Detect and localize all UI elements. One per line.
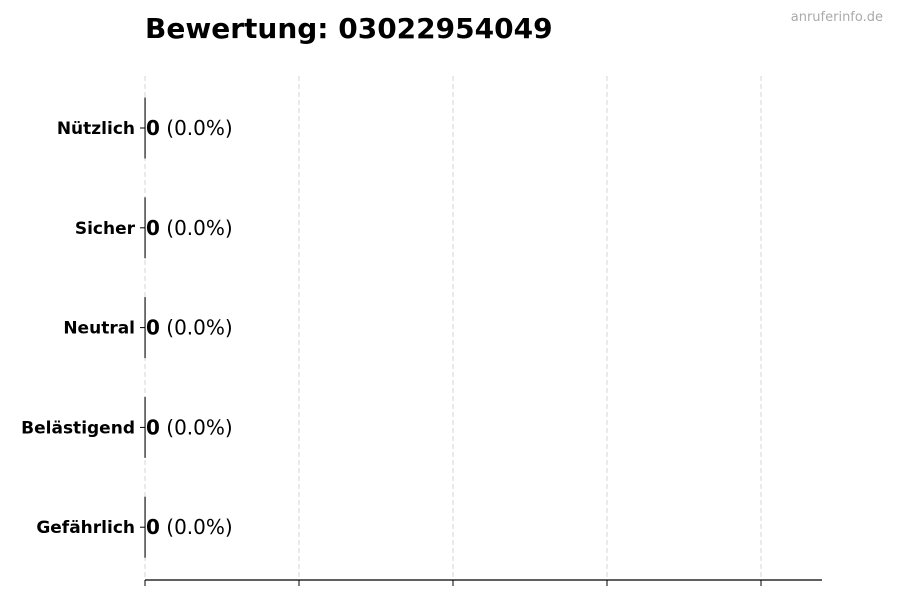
y-tick-label: Neutral — [63, 319, 135, 339]
y-tick-label: Gefährlich — [36, 518, 135, 538]
data-label: 0 (0.0%) — [146, 316, 233, 340]
y-tick-label: Belästigend — [21, 418, 135, 438]
data-label: 0 (0.0%) — [146, 216, 233, 240]
y-tick-label: Nützlich — [57, 119, 135, 139]
data-label: 0 (0.0%) — [146, 415, 233, 439]
watermark: anruferinfo.de — [790, 10, 883, 25]
y-tick-label: Sicher — [75, 219, 136, 239]
chart-title: Bewertung: 03022954049 — [145, 12, 553, 45]
data-label: 0 (0.0%) — [146, 515, 233, 539]
data-label: 0 (0.0%) — [146, 116, 233, 140]
